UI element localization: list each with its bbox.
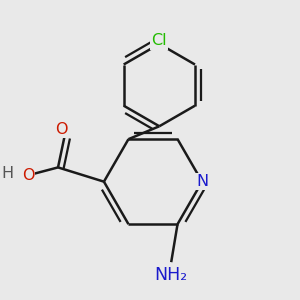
Text: O: O xyxy=(55,122,68,137)
Text: N: N xyxy=(196,174,208,189)
Text: H: H xyxy=(1,166,13,181)
Text: NH₂: NH₂ xyxy=(154,266,188,284)
Text: O: O xyxy=(22,168,34,183)
Text: Cl: Cl xyxy=(152,33,167,48)
